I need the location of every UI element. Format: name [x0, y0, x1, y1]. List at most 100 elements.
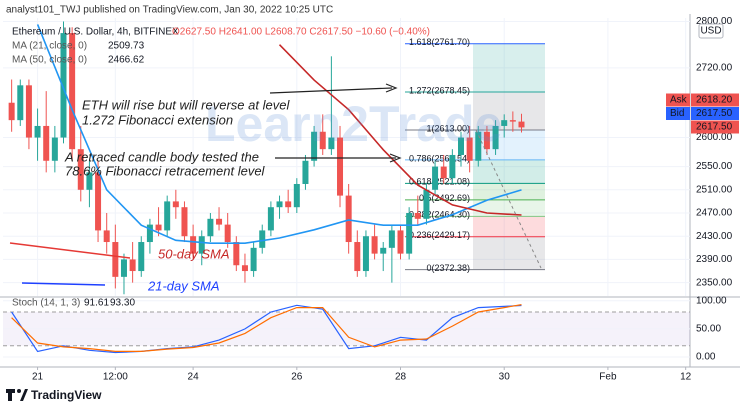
y-tick-label: 2350.00	[696, 277, 733, 288]
plot-layer: 2350.00 2390.00 2430.00 2470.00 2510.00 2550.…	[0, 14, 740, 383]
candle-body	[380, 247, 387, 254]
price-tag-value: 2618.20	[696, 95, 733, 106]
watermark: Learn2Trade	[205, 96, 502, 152]
candle-body	[198, 236, 205, 254]
candle-body	[172, 201, 179, 208]
fib-label: 0.618(2521.08)	[409, 177, 470, 187]
candle-body	[466, 137, 473, 161]
fib-band	[473, 199, 545, 217]
annotation: 21-day SMA	[147, 278, 220, 293]
legend-value: 2466.62	[108, 55, 145, 66]
y-tick-label: 2390.00	[696, 254, 733, 265]
y-tick-label: 100.00	[696, 295, 727, 306]
fib-band	[473, 43, 545, 93]
fib-label: 0.5(2492.69)	[419, 193, 470, 203]
candle-body	[250, 247, 257, 272]
candle-body	[95, 172, 102, 231]
candle-body	[371, 236, 378, 254]
price-tag-label: Bid	[670, 108, 684, 119]
candle-body	[276, 201, 283, 208]
legend-label: MA (50, close, 0)	[12, 55, 87, 66]
x-tick-label: 30	[499, 372, 511, 383]
stoch-title: Stoch (14, 1, 3)	[12, 298, 80, 309]
x-tick-label: 26	[291, 372, 303, 383]
candle-body	[458, 137, 464, 155]
legend-value: 93.30	[110, 298, 135, 309]
candle-body	[492, 125, 499, 150]
candle-body	[155, 224, 162, 231]
ma-line	[278, 44, 522, 216]
candle-body	[414, 213, 421, 219]
candle-body	[432, 166, 439, 190]
arrow-head	[389, 153, 402, 163]
annotation: 50-day SMA	[158, 246, 230, 261]
drawn-line	[9, 242, 131, 259]
price-tag-label: Ask	[670, 95, 688, 106]
candle-body	[34, 125, 41, 138]
fib-label: 1.618(2761.70)	[409, 37, 470, 47]
y-tick-label: 2600.00	[696, 132, 733, 143]
candle-body	[216, 218, 223, 225]
fib-band	[473, 183, 545, 200]
price-tag-value: 2617.50	[696, 122, 733, 133]
drawn-line	[21, 282, 106, 286]
fib-band	[473, 159, 545, 184]
fib-label: 0(2372.38)	[426, 263, 470, 273]
y-tick-label: 2720.00	[696, 63, 733, 74]
candle-body	[354, 242, 361, 272]
legend-label: MA (21, close, 0)	[12, 41, 87, 52]
candle-body	[51, 137, 58, 161]
candle-body	[293, 183, 300, 208]
fib-label: 0.236(2429.17)	[409, 230, 470, 240]
fib-label: 0.382(2464.30)	[409, 210, 470, 220]
candle-body	[138, 242, 145, 272]
candle-body	[224, 224, 231, 243]
axis-unit: USD	[700, 26, 721, 37]
fib-band	[473, 216, 545, 237]
candle-body	[181, 207, 188, 237]
y-tick-label: 50.00	[696, 324, 721, 335]
ohlc-legend: O2627.50 H2641.00 L2608.70 C2617.50 −10.…	[172, 27, 430, 38]
stoch-line	[11, 304, 522, 354]
annotation: A retraced candle body tested the	[64, 149, 259, 164]
legend-value: 2509.73	[108, 41, 145, 52]
candle-body	[233, 242, 240, 266]
x-tick-label: 21	[32, 372, 44, 383]
candle-body	[337, 137, 344, 196]
price-tag-value: 2617.50	[696, 108, 733, 119]
footer-brand: TradingView	[31, 388, 102, 402]
fib-label: 0.786(2561.54)	[409, 153, 470, 163]
candle-body	[112, 242, 119, 277]
x-tick-label: 12:00	[103, 372, 128, 383]
y-tick-label: 2470.00	[696, 208, 733, 219]
footer-logo	[6, 389, 28, 401]
candle-body	[17, 85, 24, 121]
arrow-head	[385, 83, 398, 93]
legend-value: 91.61	[84, 298, 109, 309]
price-tag-box	[666, 93, 690, 107]
candle-body	[518, 121, 525, 128]
x-tick-label: 28	[395, 372, 407, 383]
stoch-line	[11, 304, 522, 352]
fib-label: 1.272(2678.45)	[409, 85, 470, 95]
y-tick-label: 2800.00	[696, 16, 733, 27]
x-tick-label: 24	[188, 372, 200, 383]
price-tag-box	[666, 107, 690, 120]
symbol-title: Ethereum / U.S. Dollar, 4h, BITFINEX	[12, 27, 179, 38]
fib-trend-line	[475, 129, 542, 269]
candle-body	[311, 131, 318, 161]
y-tick-label: 2510.00	[696, 184, 733, 195]
candle-body	[190, 236, 197, 254]
candle-body	[8, 102, 15, 121]
candle-body	[43, 125, 50, 161]
candle-body	[164, 201, 171, 231]
candle-body	[475, 131, 482, 161]
price-tag-box	[691, 93, 739, 107]
candle-body	[328, 137, 335, 150]
annotation: ETH will rise but will reverse at level	[82, 97, 290, 112]
candle-body	[259, 230, 266, 248]
candle-body	[449, 154, 456, 179]
arrow	[269, 87, 393, 94]
candle-body	[120, 259, 127, 277]
candle-body	[241, 265, 248, 272]
